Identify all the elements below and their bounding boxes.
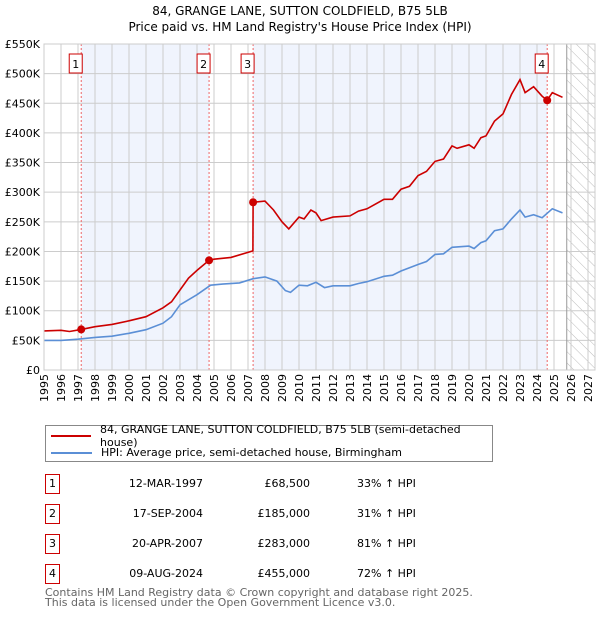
sale-label: 4 <box>538 58 545 71</box>
sale-point <box>77 325 86 334</box>
transaction-row: 2 17-SEP-2004 £185,000 31% ↑ HPI <box>45 504 445 524</box>
y-tick-label: £200K <box>5 245 41 258</box>
x-tick-label: 2025 <box>548 374 561 402</box>
transaction-price: £455,000 <box>257 567 311 580</box>
transaction-price: £68,500 <box>264 477 311 490</box>
x-tick-label: 2011 <box>310 374 323 402</box>
transaction-date: 09-AUG-2024 <box>129 567 203 580</box>
x-tick-label: 2020 <box>463 374 476 402</box>
transaction-number: 1 <box>45 474 60 494</box>
sale-point <box>543 96 552 105</box>
ownership-band <box>253 44 548 370</box>
transaction-hpi: 81% ↑ HPI <box>357 537 416 550</box>
transaction-price: £185,000 <box>257 507 311 520</box>
x-tick-label: 2000 <box>123 374 136 402</box>
y-tick-label: £350K <box>5 157 41 170</box>
sale-label-box <box>240 53 255 74</box>
transaction-row: 1 12-MAR-1997 £68,500 33% ↑ HPI <box>45 474 445 494</box>
x-tick-label: 2014 <box>361 374 374 402</box>
sale-point <box>249 198 258 207</box>
x-tick-label: 2001 <box>140 374 153 402</box>
x-tick-label: 2019 <box>446 374 459 402</box>
sale-label-box <box>534 53 549 74</box>
footer-copyright: Contains HM Land Registry data © Crown c… <box>45 586 473 599</box>
sale-label-box <box>68 53 83 74</box>
x-tick-label: 2009 <box>276 374 289 402</box>
footer: Contains HM Land Registry data © Crown c… <box>45 586 473 609</box>
transaction-number: 4 <box>45 564 60 584</box>
x-tick-label: 1997 <box>72 374 85 402</box>
x-tick-label: 2024 <box>531 374 544 402</box>
x-tick-label: 1998 <box>89 374 102 402</box>
y-tick-label: £400K <box>5 127 41 140</box>
x-tick-label: 2017 <box>412 374 425 402</box>
transaction-hpi: 31% ↑ HPI <box>357 507 416 520</box>
sale-label: 1 <box>72 58 79 71</box>
price-line <box>43 77 563 333</box>
hpi-line <box>44 207 563 342</box>
x-tick-label: 2021 <box>480 374 493 402</box>
transaction-number: 2 <box>45 504 60 524</box>
ownership-band <box>81 44 210 370</box>
x-tick-label: 2015 <box>378 374 391 402</box>
legend-item-hpi: HPI: Average price, semi-detached house,… <box>46 444 402 461</box>
y-tick-label: £0 <box>26 364 40 377</box>
y-tick-label: £100K <box>5 305 41 318</box>
y-tick-label: £500K <box>5 68 41 81</box>
y-tick-label: £450K <box>5 97 41 110</box>
x-tick-label: 2006 <box>225 374 238 402</box>
x-tick-label: 2007 <box>242 374 255 402</box>
transaction-hpi: 33% ↑ HPI <box>357 477 416 490</box>
x-tick-label: 2018 <box>429 374 442 402</box>
legend-item-property: 84, GRANGE LANE, SUTTON COLDFIELD, B75 5… <box>46 423 492 449</box>
plot-border <box>43 43 596 371</box>
sale-label: 2 <box>200 58 207 71</box>
transaction-date: 17-SEP-2004 <box>132 507 203 520</box>
legend-label: 84, GRANGE LANE, SUTTON COLDFIELD, B75 5… <box>100 422 461 449</box>
y-tick-label: £550K <box>5 38 41 51</box>
transaction-row: 4 09-AUG-2024 £455,000 72% ↑ HPI <box>45 564 445 584</box>
transaction-number: 3 <box>45 534 60 554</box>
legend-swatch-red <box>51 434 92 437</box>
x-tick-label: 2008 <box>259 374 272 402</box>
x-tick-label: 2016 <box>395 374 408 402</box>
y-tick-label: £50K <box>12 334 41 347</box>
x-tick-label: 1996 <box>55 374 68 402</box>
sale-point <box>205 256 214 265</box>
x-tick-label: 2012 <box>327 374 340 402</box>
x-tick-label: 2003 <box>174 374 187 402</box>
transaction-row: 3 20-APR-2007 £283,000 81% ↑ HPI <box>45 534 445 554</box>
legend-swatch-blue <box>51 451 92 454</box>
x-tick-label: 2022 <box>497 374 510 402</box>
x-tick-label: 2023 <box>514 374 527 402</box>
transaction-date: 12-MAR-1997 <box>128 477 203 490</box>
x-tick-label: 2027 <box>582 374 595 402</box>
x-tick-label: 2013 <box>344 374 357 402</box>
transaction-hpi: 72% ↑ HPI <box>357 567 416 580</box>
chart-title: 84, GRANGE LANE, SUTTON COLDFIELD, B75 5… <box>152 4 448 18</box>
x-tick-label: 2005 <box>208 374 221 402</box>
transaction-date: 20-APR-2007 <box>131 537 203 550</box>
y-tick-label: £250K <box>5 216 41 229</box>
sale-label: 3 <box>244 58 251 71</box>
price-chart: 1995 1996 1997 1998 1999 2000 2001 2002 2003 2004… <box>5 38 596 402</box>
x-tick-label: 2004 <box>191 374 204 402</box>
x-tick-label: 1999 <box>106 374 119 402</box>
x-tick-label: 1995 <box>38 374 51 402</box>
chart-subtitle: Price paid vs. HM Land Registry's House … <box>128 20 472 34</box>
x-tick-label: 2010 <box>293 374 306 402</box>
footer-licence: This data is licensed under the Open Gov… <box>45 596 396 609</box>
y-tick-label: £150K <box>5 275 41 288</box>
x-tick-label: 2026 <box>565 374 578 402</box>
y-tick-label: £300K <box>5 186 41 199</box>
legend-label: HPI: Average price, semi-detached house,… <box>101 446 402 459</box>
sale-label-box <box>196 53 211 74</box>
x-tick-label: 2002 <box>157 374 170 402</box>
transaction-price: £283,000 <box>257 537 311 550</box>
legend: 84, GRANGE LANE, SUTTON COLDFIELD, B75 5… <box>45 423 493 462</box>
